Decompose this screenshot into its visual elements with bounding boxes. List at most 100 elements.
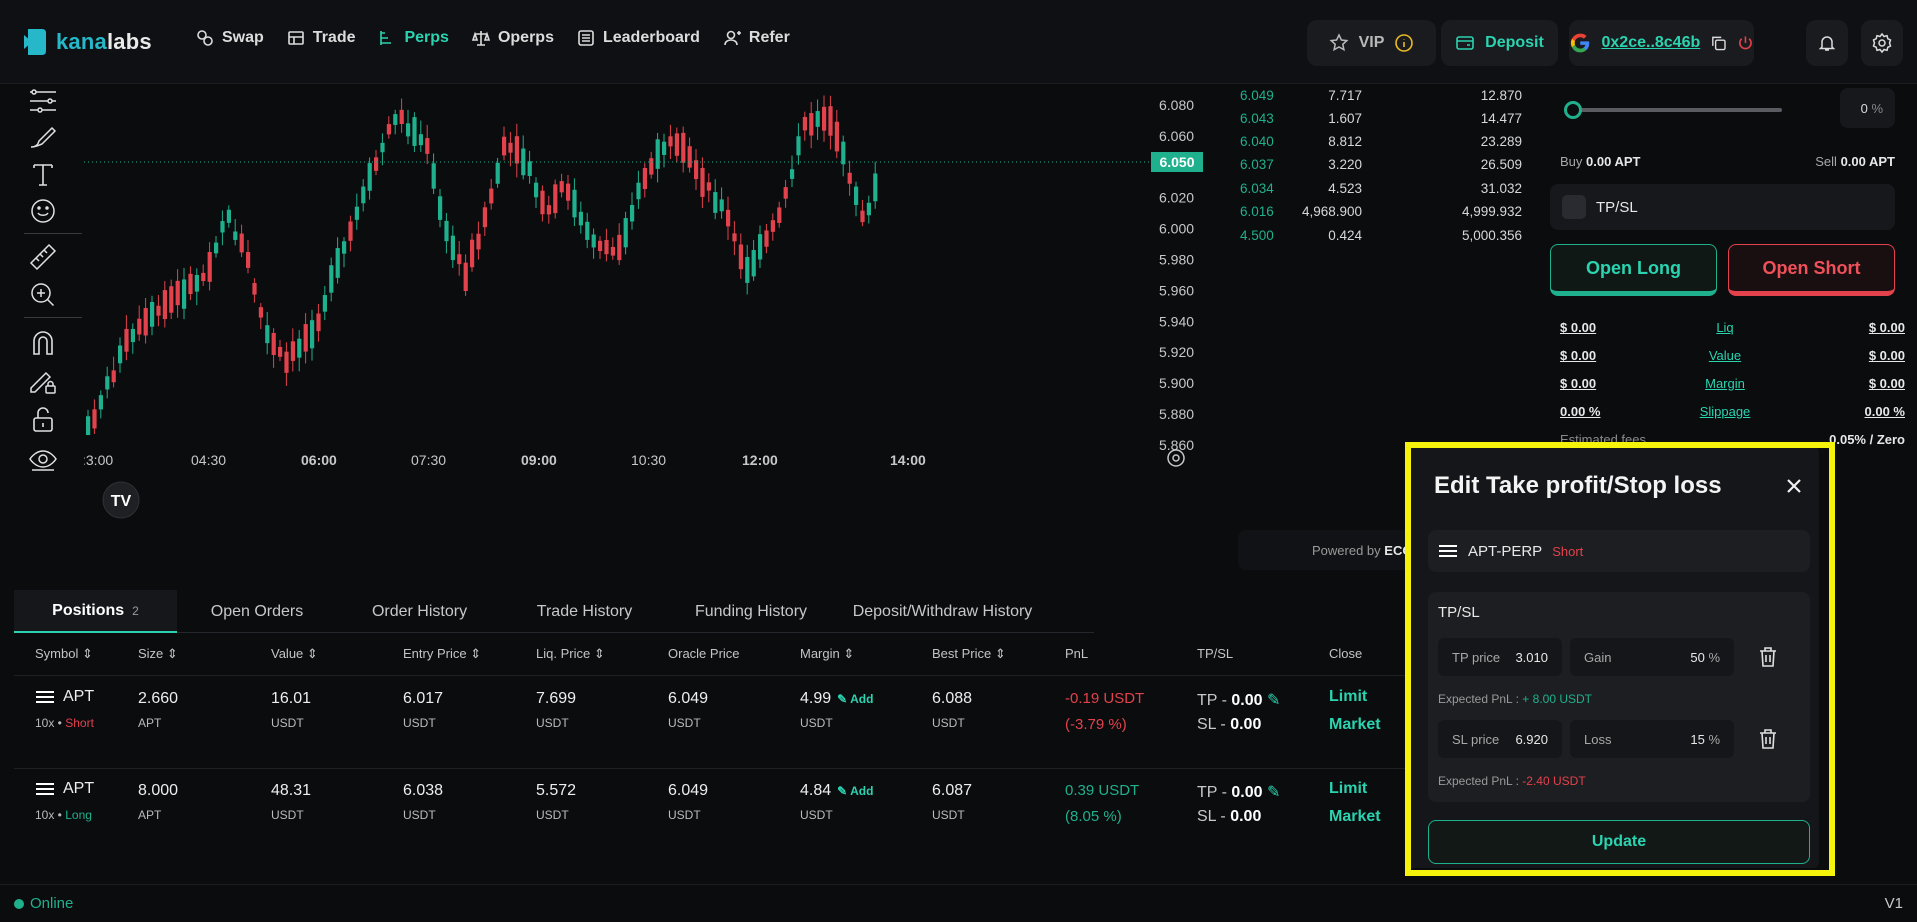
tpsl-section: TP/SL TP price 3.010 Gain 50 % Expected Pn… xyxy=(1428,592,1810,802)
col-header-margin[interactable]: Margin ⇕ xyxy=(800,646,855,661)
orderbook-row[interactable]: 4.500 0.424 5,000.356 xyxy=(1232,228,1522,248)
candle-body xyxy=(374,157,379,171)
col-header-entry-price[interactable]: Entry Price ⇕ xyxy=(403,646,482,661)
orderbook-row[interactable]: 6.034 4.523 31.032 xyxy=(1232,181,1522,201)
edit-pencil-icon[interactable]: ✎ xyxy=(1266,784,1281,801)
loss-input[interactable]: Loss 15 % xyxy=(1570,720,1734,758)
close-market-button[interactable]: Market xyxy=(1329,716,1381,733)
leaderboard-icon xyxy=(578,30,594,46)
tool-ruler[interactable] xyxy=(28,242,58,272)
percent-input[interactable]: 0 % xyxy=(1840,88,1895,128)
wallet-address[interactable]: 0x2ce..8c46b xyxy=(1601,34,1701,51)
tab-open-orders[interactable]: Open Orders xyxy=(210,602,304,620)
close-market-button[interactable]: Market xyxy=(1329,808,1381,825)
tool-emoji[interactable] xyxy=(28,196,58,226)
open-short-button[interactable]: Open Short xyxy=(1728,244,1895,296)
tab-order-history[interactable]: Order History xyxy=(371,602,468,620)
symbol-cell[interactable]: APT xyxy=(35,688,94,706)
col-header-value[interactable]: Value ⇕ xyxy=(271,646,318,661)
col-header-pnl: PnL xyxy=(1065,646,1089,661)
orderbook-row[interactable]: 6.043 1.607 14.477 xyxy=(1232,111,1522,131)
tool-brush[interactable] xyxy=(28,122,58,152)
slider-handle[interactable] xyxy=(1564,101,1582,119)
tp-price-input[interactable]: TP price 3.010 xyxy=(1438,638,1562,676)
candle-body xyxy=(662,141,667,155)
power-icon[interactable] xyxy=(1737,34,1754,52)
close-button[interactable] xyxy=(1782,474,1806,498)
tool-lines[interactable] xyxy=(28,86,58,116)
delete-sl-button[interactable] xyxy=(1758,728,1778,750)
tool-lock-draw[interactable] xyxy=(28,366,58,396)
tab-trade-history[interactable]: Trade History xyxy=(536,602,633,620)
orderbook-row[interactable]: 6.016 4,968.900 4,999.932 xyxy=(1232,204,1522,224)
copy-icon[interactable] xyxy=(1710,34,1727,52)
add-margin-button[interactable]: ✎ Add xyxy=(837,692,874,706)
col-header-best-price[interactable]: Best Price ⇕ xyxy=(932,646,1006,661)
candle-body xyxy=(450,235,455,261)
vip-button[interactable]: VIP xyxy=(1307,20,1436,66)
wallet-button[interactable]: 0x2ce..8c46b xyxy=(1569,20,1754,66)
open-long-button[interactable]: Open Long xyxy=(1550,244,1717,296)
price-chart[interactable]: 6.0806.0606.0406.0206.0005.9805.9605.940… xyxy=(84,84,1204,584)
col-header-symbol[interactable]: Symbol ⇕ xyxy=(35,646,93,661)
orderbook-row[interactable]: 6.049 7.717 12.870 xyxy=(1232,88,1522,108)
brand-logo[interactable]: kanalabs xyxy=(22,26,152,58)
notifications-button[interactable] xyxy=(1806,20,1848,66)
stat-label[interactable]: Margin xyxy=(1705,376,1745,391)
chart-settings-icon[interactable] xyxy=(1167,449,1185,467)
deposit-button[interactable]: Deposit xyxy=(1441,20,1558,66)
symbol-cell[interactable]: APT xyxy=(35,780,94,798)
app-version: V1 xyxy=(1884,895,1903,912)
candlestick-chart[interactable]: 6.0806.0606.0406.0206.0005.9805.9605.940… xyxy=(84,84,1204,584)
tp-cell[interactable]: TP - 0.00 ✎ xyxy=(1197,782,1280,802)
close-limit-button[interactable]: Limit xyxy=(1329,780,1368,797)
nav-trade-label: Trade xyxy=(312,29,356,46)
sl-expected-value: -2.40 USDT xyxy=(1522,774,1586,788)
edit-pencil-icon[interactable]: ✎ xyxy=(1266,692,1281,709)
sl-price-input[interactable]: SL price 6.920 xyxy=(1438,720,1562,758)
checkbox-box[interactable] xyxy=(1562,195,1586,219)
nav-refer[interactable]: Refer xyxy=(722,28,790,48)
settings-button[interactable] xyxy=(1861,20,1903,66)
gain-input[interactable]: Gain 50 % xyxy=(1570,638,1734,676)
expected-label: Expected PnL : xyxy=(1438,692,1519,706)
nav-perps[interactable]: Perps xyxy=(377,28,449,48)
candle-body xyxy=(367,163,372,191)
stat-label[interactable]: Value xyxy=(1708,348,1742,363)
candle-body xyxy=(316,313,321,332)
delete-tp-button[interactable] xyxy=(1758,646,1778,668)
slider-track[interactable] xyxy=(1572,108,1782,112)
tpsl-checkbox[interactable]: TP/SL xyxy=(1550,184,1895,230)
tool-text[interactable] xyxy=(28,159,58,189)
orderbook-row[interactable]: 6.037 3.220 26.509 xyxy=(1232,157,1522,177)
orderbook-row[interactable]: 6.040 8.812 23.289 xyxy=(1232,134,1522,154)
nav-swap[interactable]: Swap xyxy=(195,28,264,48)
stat-label[interactable]: Liq xyxy=(1716,320,1734,335)
info-icon[interactable] xyxy=(1394,33,1414,53)
nav-leaderboard[interactable]: Leaderboard xyxy=(576,28,700,48)
candle-body xyxy=(143,308,148,336)
col-header-liq-price[interactable]: Liq. Price ⇕ xyxy=(536,646,605,661)
tool-lock[interactable] xyxy=(28,404,58,434)
tp-value: 0.00 xyxy=(1231,692,1263,709)
tradingview-logo[interactable]: TV xyxy=(102,481,140,519)
add-margin-button[interactable]: ✎ Add xyxy=(837,784,874,798)
update-button[interactable]: Update xyxy=(1428,820,1810,864)
tool-zoom[interactable] xyxy=(28,280,58,310)
leverage-slider[interactable]: 0 % xyxy=(1550,84,1905,134)
close-limit-button[interactable]: Limit xyxy=(1329,688,1368,705)
tp-cell[interactable]: TP - 0.00 ✎ xyxy=(1197,690,1280,710)
tp-label: TP - xyxy=(1197,784,1232,801)
tab-positions[interactable]: Positions 2 xyxy=(14,590,177,633)
nav-operps[interactable]: Operps xyxy=(471,28,554,48)
tool-visibility[interactable] xyxy=(28,444,58,474)
tab-deposit-withdraw-history[interactable]: Deposit/Withdraw History xyxy=(852,602,1033,620)
candle-body xyxy=(182,279,187,309)
col-header-size[interactable]: Size ⇕ xyxy=(138,646,178,661)
pair-side: Short xyxy=(1552,543,1584,559)
tab-funding-history[interactable]: Funding History xyxy=(694,602,808,620)
stat-label[interactable]: Slippage xyxy=(1699,404,1751,419)
candle-body xyxy=(527,161,532,177)
tool-magnet[interactable] xyxy=(28,328,58,358)
nav-trade[interactable]: Trade xyxy=(286,28,356,48)
